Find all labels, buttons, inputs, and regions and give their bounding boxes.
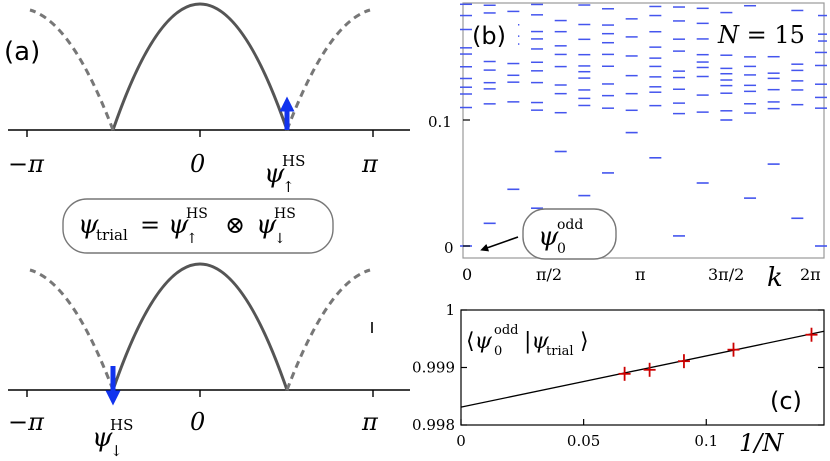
panel-b: (b) N = 15 0.1 0 0 π/2 π 3π/2 2π k ψ odd… [428, 2, 827, 293]
psi-up-label: ψ HS ↑ [264, 152, 305, 196]
psi-up-sup: HS [282, 152, 305, 170]
overlap-psi1-sub: 0 [494, 344, 502, 359]
overlap-xtick-label-1: 0.05 [567, 432, 600, 450]
psi-up-symbol: ψ [264, 159, 285, 189]
overlap-psi1: ψ [475, 329, 493, 354]
panel-b-label: (b) [472, 22, 506, 50]
lower-dashed-right [285, 268, 371, 391]
spectrum-xlabel: k [767, 263, 783, 293]
n-label-var: N [717, 21, 740, 49]
psi-down-sup: HS [110, 416, 133, 434]
panel-a-label: (a) [4, 37, 40, 67]
overlap-psi2-sub: trial [546, 344, 574, 359]
overlap-psi1-sup: odd [494, 323, 518, 338]
overlap-ytick-label-1: 0.999 [412, 359, 455, 377]
spectrum-ytick-label-0.1: 0.1 [428, 113, 452, 131]
panel-b-label-bg [472, 14, 518, 52]
ground-state-annotation: ψ odd 0 [480, 208, 617, 260]
overlap-y-label: ⟨ψ odd 0 |ψ trial ⟩ [466, 323, 589, 359]
formula-op: ⊗ [225, 211, 245, 239]
psi-down-symbol: ψ [92, 423, 113, 453]
spectrum-xtick-0: 0 [462, 265, 472, 284]
annotation-box [522, 208, 617, 260]
formula-lhs: ψ [78, 210, 99, 240]
lower-tick-label-minus-pi: −π [8, 408, 45, 436]
lower-tick-label-pi: π [361, 408, 379, 436]
overlap-frame [460, 309, 825, 426]
upper-dispersion: −π 0 π ψ HS ↑ [8, 2, 410, 196]
spectrum-xtick-pi: π [635, 265, 646, 284]
trial-formula: ψ trial = ψ HS ↑ ⊗ ψ HS ↓ [62, 198, 334, 254]
lower-dashed-left [29, 268, 115, 391]
overlap-psi2: ψ [531, 329, 549, 354]
upper-dashed-left [29, 8, 115, 131]
annotation-sup: odd [557, 217, 583, 233]
panel-a: (a) −π 0 π ψ HS ↑ ψ trial = ψ [4, 2, 410, 460]
fit-line [460, 330, 825, 408]
spectrum-xtick-3pi-half: 3π/2 [708, 265, 744, 284]
psi-up-sub: ↑ [282, 178, 295, 196]
formula-lhs-sub: trial [96, 226, 128, 244]
upper-tick-label-zero: 0 [190, 150, 205, 178]
overlap-ytick-label-0: 1 [445, 301, 455, 319]
lower-tick-label-zero: 0 [190, 408, 205, 436]
formula-box [62, 198, 334, 254]
overlap-close: ⟩ [580, 329, 589, 354]
n-label-rest: = 15 [739, 21, 805, 49]
formula-t2: ψ [256, 210, 277, 240]
psi-down-label: ψ HS ↓ [92, 416, 133, 460]
annotation-symbol: ψ [538, 222, 559, 252]
overlap-ytick-label-2: 0.998 [412, 416, 455, 434]
overlap-xlabel-text: 1/N [739, 429, 784, 457]
overlap-y-label-text: ⟨ψ [466, 329, 493, 354]
annotation-arrow [480, 236, 519, 252]
annotation-sub: 0 [557, 241, 566, 257]
spectrum-ytick-label-0: 0 [444, 239, 454, 257]
overlap-bar: | [524, 329, 531, 354]
overlap-xlabel: 1/N [739, 429, 784, 457]
n-label-bg [712, 14, 818, 50]
formula-t2-sup: HS [274, 206, 296, 222]
overlap-xtick-label-2: 0.1 [694, 432, 718, 450]
formula-t1: ψ [168, 210, 189, 240]
upper-tick-label-minus-pi: −π [8, 150, 45, 178]
spectrum-xtick-pi-half: π/2 [536, 265, 562, 284]
formula-t1-sub: ↑ [186, 231, 198, 247]
psi-down-sub: ↓ [110, 442, 123, 460]
formula-eq: = [140, 211, 160, 239]
panel-c-label-bg [766, 382, 810, 418]
overlap-xtick-label-0: 0 [456, 432, 466, 450]
formula-t2-sub: ↓ [274, 231, 286, 247]
lower-dispersion: −π 0 π ψ HS ↓ [8, 262, 410, 460]
upper-solid-arc [111, 2, 289, 131]
overlap-marks [460, 327, 825, 408]
overlap-open: ⟨ [466, 329, 475, 354]
lower-solid-arc [111, 262, 289, 391]
spectrum-xtick-2pi: 2π [800, 265, 821, 284]
panel-c-label: (c) [770, 387, 802, 415]
upper-tick-label-pi: π [361, 150, 379, 178]
formula-t1-sup: HS [186, 206, 208, 222]
overlap-y-label-text-2: |ψ [524, 329, 549, 354]
upper-dashed-right [285, 8, 371, 131]
n-label: N = 15 [717, 21, 805, 49]
